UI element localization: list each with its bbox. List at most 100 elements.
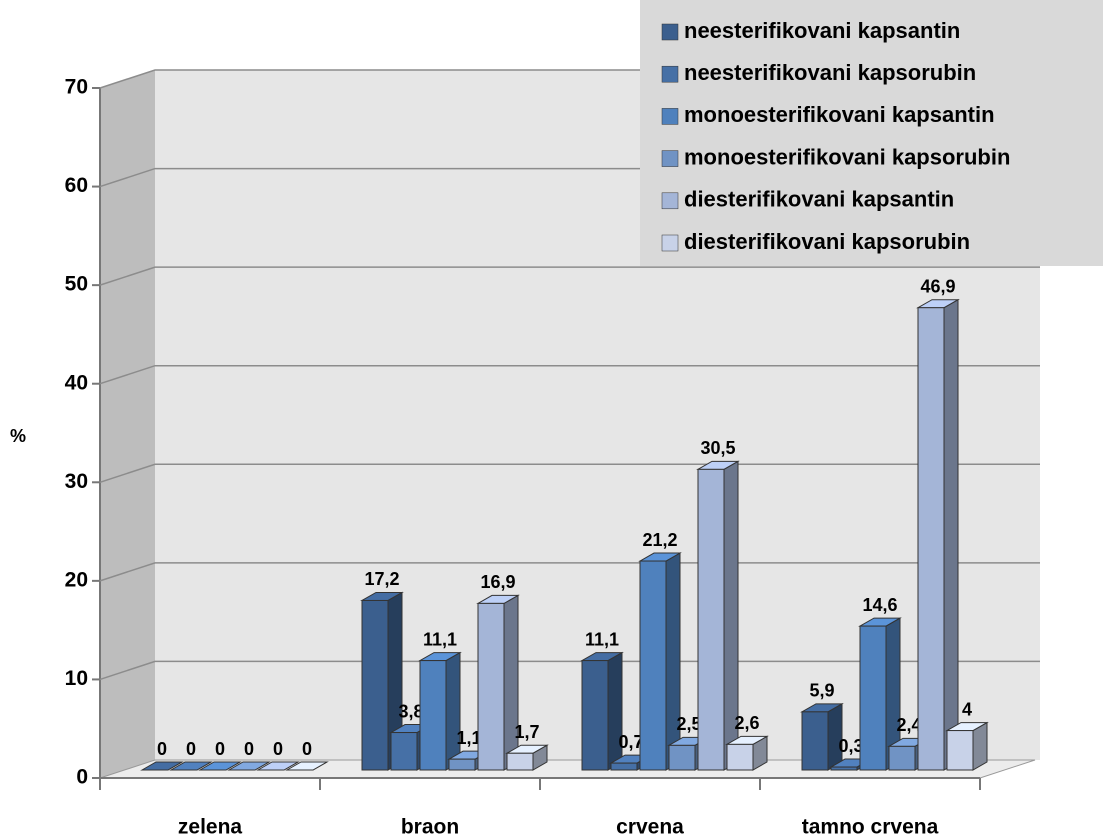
bar-top	[198, 761, 242, 771]
data-label: 30,5	[700, 438, 735, 458]
y-tick-label: 20	[65, 568, 88, 591]
bar-3d: 5,9	[800, 681, 844, 771]
data-label: 0	[157, 739, 167, 759]
data-label: 21,2	[642, 530, 677, 550]
bar	[639, 560, 667, 771]
grid-line	[99, 463, 1040, 483]
bar-3d: 1,7	[505, 722, 549, 771]
bar-top	[285, 761, 329, 771]
bar-side	[445, 651, 461, 771]
y-tick-label: 40	[65, 371, 88, 394]
legend: neesterifikovani kapsantin neesterifikova…	[661, 18, 1010, 254]
bar-3d: 30,5	[696, 438, 740, 771]
legend-swatch	[661, 65, 679, 83]
bar-top	[256, 761, 300, 771]
bar	[419, 660, 447, 771]
data-label: 3,8	[398, 701, 423, 721]
grid-line	[99, 660, 1040, 681]
bar-3d: 0	[227, 739, 271, 771]
bar-side	[665, 552, 681, 771]
y-tick-label: 50	[65, 273, 88, 296]
data-label: 0	[215, 739, 225, 759]
data-label: 4	[962, 699, 972, 719]
y-tick-label: 70	[65, 76, 88, 99]
bar-3d: 0	[198, 739, 242, 771]
y-tick-label: 0	[76, 766, 88, 789]
legend-label: neesterifikovani kapsantin	[684, 18, 960, 43]
data-label: 17,2	[364, 569, 399, 589]
data-label: 0	[186, 739, 196, 759]
bar-side	[503, 594, 519, 771]
bar	[610, 762, 638, 771]
legend-label: diesterifikovani kapsorubin	[684, 229, 970, 254]
bar-top	[227, 761, 271, 771]
legend-label: neesterifikovani kapsorubin	[684, 60, 976, 85]
data-label: 0	[302, 739, 312, 759]
bar-3d: 17,2	[360, 569, 404, 771]
bar	[668, 744, 696, 771]
bar-3d: 11,1	[418, 629, 462, 771]
bar-3d: 21,2	[638, 530, 682, 771]
data-label: 46,9	[920, 276, 955, 296]
data-label: 0	[273, 739, 283, 759]
bar-3d: 0	[285, 739, 329, 771]
data-label: 0	[244, 739, 254, 759]
legend-swatch	[661, 234, 679, 252]
bar	[477, 602, 505, 771]
bar-3d: 4	[945, 699, 989, 771]
bar-3d: 46,9	[916, 276, 960, 771]
bar	[888, 745, 916, 771]
bar-3d: 0	[140, 739, 184, 771]
grid-line	[99, 266, 1040, 286]
y-tick-label: 10	[65, 667, 88, 690]
bar-side	[943, 298, 959, 771]
legend-box	[640, 0, 1103, 266]
grid-line	[99, 364, 1040, 385]
x-tick-label: zelena	[178, 816, 243, 837]
legend-swatch	[661, 23, 679, 41]
bar-3d: 0	[256, 739, 300, 771]
bar	[859, 625, 887, 771]
bar-3d: 14,6	[858, 595, 902, 771]
data-label: 0,7	[618, 732, 643, 752]
x-tick-label: braon	[401, 816, 459, 837]
legend-swatch	[661, 108, 679, 125]
legend-label: monoesterifikovani kapsorubin	[684, 144, 1010, 169]
data-label: 2,5	[676, 714, 701, 734]
bar	[917, 307, 945, 771]
bar-top	[140, 761, 184, 771]
bar-side	[607, 651, 623, 771]
legend-label: monoesterifikovani kapsantin	[684, 102, 995, 127]
bar	[448, 758, 476, 771]
data-label: 11,1	[585, 629, 619, 649]
bar	[361, 599, 389, 771]
bar-3d: 2,6	[725, 713, 769, 771]
legend-swatch	[661, 192, 679, 210]
grid-line	[99, 562, 1040, 582]
y-tick-label: 60	[65, 174, 88, 197]
data-label: 1,1	[456, 728, 481, 748]
bar-3d: 16,9	[476, 572, 520, 771]
side-wall	[100, 70, 155, 778]
data-label: 2,6	[734, 713, 759, 733]
bar-top	[169, 761, 213, 771]
y-tick-label: 30	[65, 470, 88, 493]
bar	[581, 660, 609, 771]
bar	[726, 743, 754, 771]
bar	[390, 732, 418, 771]
bar	[697, 468, 725, 771]
legend-label: diesterifikovani kapsantin	[684, 187, 954, 212]
data-label: 2,4	[896, 715, 921, 735]
x-tick-label: crvena	[616, 816, 684, 837]
data-label: 11,1	[423, 629, 457, 649]
bar-3d: 0	[169, 739, 213, 771]
legend-swatch	[661, 150, 679, 167]
bars: 0 0 0 0 0 017,23,811,11,116,91,711,10,721,22,…	[140, 276, 989, 771]
y-axis-label: %	[10, 426, 26, 446]
bar	[830, 766, 858, 771]
bar	[506, 752, 534, 771]
data-label: 5,9	[809, 681, 834, 701]
data-label: 0,3	[838, 736, 863, 756]
data-label: 1,7	[514, 722, 539, 742]
